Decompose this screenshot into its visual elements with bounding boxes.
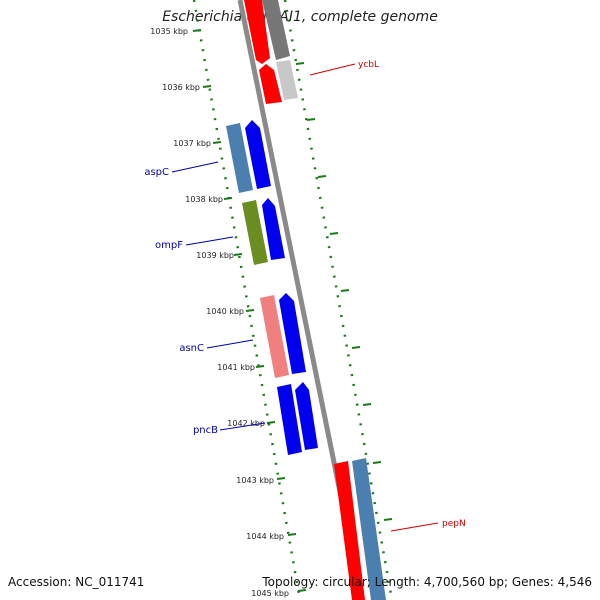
major-tick [255, 365, 265, 368]
gene-name-label: pncB [193, 425, 218, 436]
tick-group-1039: 1039 kbp [196, 251, 243, 260]
inner-tick-ring [192, 0, 302, 600]
tick-label: 1036 kbp [162, 83, 200, 92]
gene-label-pncB[interactable]: pncB [193, 422, 266, 436]
feature-track-cds [244, 0, 365, 600]
gene-name-label: ycbL [358, 60, 379, 70]
cog-block-steel-pepN [352, 458, 386, 600]
tick-group-1043: 1043 kbp [236, 476, 286, 485]
gene-label-ompF[interactable]: ompF [155, 236, 234, 251]
tick-group-1044: 1044 kbp [246, 532, 297, 541]
major-tick [287, 533, 297, 536]
tick-group-1037: 1037 kbp [173, 139, 222, 148]
gene-label-asnC[interactable]: asnC [179, 339, 254, 354]
genome-summary-text: Topology: circular; Length: 4,700,560 bp… [262, 575, 592, 589]
leader-line [309, 63, 356, 76]
tick-label: 1035 kbp [150, 27, 188, 36]
cog-block-blue-pncB [277, 384, 302, 455]
tick-group-1045: 1045 kbp [251, 589, 307, 598]
major-tick [266, 421, 276, 424]
gene-feature-aspC[interactable] [245, 120, 271, 189]
tick-label: 1040 kbp [206, 307, 244, 316]
gene-feature-ompF[interactable] [262, 198, 285, 260]
major-tick [276, 477, 286, 480]
tick-label: 1038 kbp [185, 195, 223, 204]
tick-group-1042: 1042 kbp [227, 419, 276, 428]
leader-line [390, 522, 439, 532]
accession-text: Accession: NC_011741 [8, 575, 145, 589]
gene-feature-pncB-a[interactable] [295, 382, 318, 450]
tick-label: 1037 kbp [173, 139, 211, 148]
cog-block-lightgray [276, 60, 298, 100]
gene-feature-pepN[interactable] [334, 461, 365, 600]
leader-line [206, 339, 254, 349]
gene-label-pepN[interactable]: pepN [390, 519, 466, 532]
leader-line [185, 236, 234, 246]
cog-block-steel-aspC [226, 123, 253, 193]
gene-name-label: pepN [442, 519, 466, 529]
feature-track-cog [226, 0, 386, 600]
major-tick [192, 29, 202, 32]
cog-block-gray-top [262, 0, 290, 60]
major-tick [212, 141, 222, 144]
tick-group-1035: 1035 kbp [150, 27, 202, 36]
tick-label: 1044 kbp [246, 532, 284, 541]
leader-line [219, 422, 266, 431]
major-tick [245, 309, 255, 312]
gene-label-ycbL[interactable]: ycbL [309, 60, 379, 76]
outer-tick-ring [283, 0, 394, 600]
cog-block-olive-ompF [242, 200, 268, 265]
gene-name-label: aspC [144, 167, 169, 178]
tick-label: 1042 kbp [227, 419, 265, 428]
major-tick [297, 589, 307, 592]
major-tick [223, 197, 233, 200]
tick-group-1036: 1036 kbp [162, 83, 212, 92]
gene-name-label: ompF [155, 240, 183, 251]
tick-label: 1041 kbp [217, 363, 255, 372]
outer-major-ticks [295, 62, 393, 521]
tick-group-1038: 1038 kbp [185, 195, 233, 204]
tick-group-1041: 1041 kbp [217, 363, 265, 372]
map-title: Escherichia coli IAI1, complete genome [162, 9, 438, 25]
leader-line [171, 161, 219, 173]
tick-group-1040: 1040 kbp [206, 307, 255, 316]
gene-label-aspC[interactable]: aspC [144, 161, 219, 178]
tick-label: 1045 kbp [251, 589, 289, 598]
major-tick [233, 253, 243, 256]
gene-feature-ycbL[interactable] [259, 64, 282, 104]
gene-feature-asnC[interactable] [279, 293, 306, 374]
cog-block-salmon-asnC [260, 295, 289, 378]
tick-label: 1039 kbp [196, 251, 234, 260]
gene-feature-top-1[interactable] [244, 0, 270, 64]
tick-label: 1043 kbp [236, 476, 274, 485]
gene-name-label: asnC [179, 343, 204, 354]
major-tick [202, 85, 212, 88]
